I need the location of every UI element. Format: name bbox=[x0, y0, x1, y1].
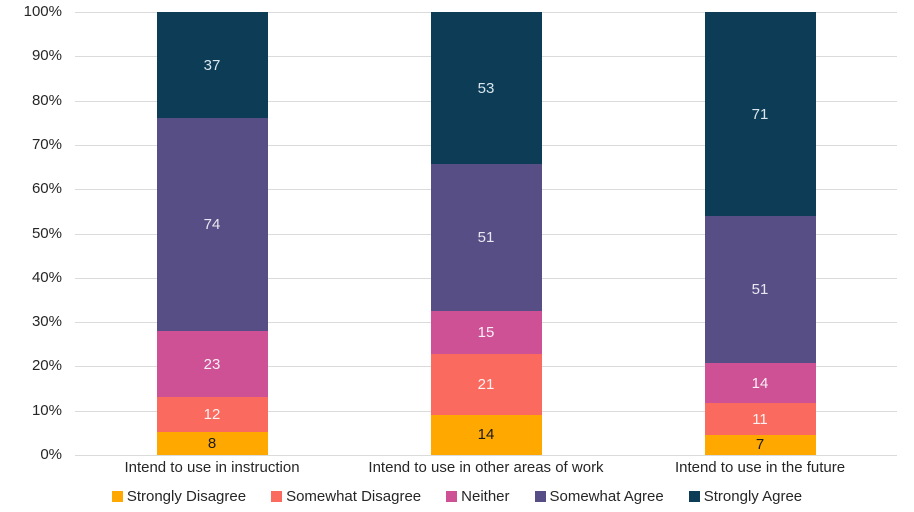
bar-segment-strongly-agree: 37 bbox=[156, 12, 268, 119]
y-axis-tick-label: 30% bbox=[31, 313, 62, 331]
y-axis-tick-label: 90% bbox=[31, 47, 62, 65]
bar-value-label: 23 bbox=[203, 355, 221, 373]
y-axis-tick-label: 100% bbox=[23, 3, 62, 20]
bar-segment-neither: 15 bbox=[430, 311, 542, 355]
plot-area: 8 12 23 74 37 14 21 15 51 53 7 11 14 51 71 bbox=[75, 12, 897, 456]
legend-swatch-icon bbox=[534, 490, 546, 502]
legend-item-somewhat-disagree: Somewhat Disagree bbox=[271, 489, 421, 504]
bar-segment-somewhat-disagree: 21 bbox=[430, 354, 542, 415]
y-axis-tick-label: 50% bbox=[31, 224, 62, 242]
bar-segment-strongly-agree: 53 bbox=[430, 12, 542, 165]
legend-swatch-icon bbox=[446, 490, 458, 502]
y-axis-tick-label: 80% bbox=[31, 91, 62, 109]
legend-swatch-icon bbox=[271, 490, 283, 502]
bar-value-label: 71 bbox=[751, 105, 769, 123]
bar-value-label: 15 bbox=[477, 324, 495, 342]
bar-segment-somewhat-agree: 74 bbox=[156, 118, 268, 332]
bar-value-label: 21 bbox=[477, 376, 495, 394]
bar-value-label: 51 bbox=[477, 229, 495, 247]
bar-segment-strongly-disagree: 8 bbox=[156, 432, 268, 455]
legend-item-somewhat-agree: Somewhat Agree bbox=[534, 487, 664, 505]
bar-value-label: 14 bbox=[477, 426, 495, 444]
gridline bbox=[75, 455, 897, 456]
bar-segment-somewhat-disagree: 11 bbox=[704, 403, 816, 435]
legend-label: Neither bbox=[461, 487, 510, 505]
legend-label: Strongly Disagree bbox=[126, 487, 247, 505]
bar-value-label: 7 bbox=[755, 436, 765, 454]
bar-segment-strongly-disagree: 14 bbox=[430, 414, 542, 455]
bar-value-label: 37 bbox=[203, 56, 221, 74]
y-axis-tick-label: 0% bbox=[40, 446, 62, 463]
y-axis-tick-label: 60% bbox=[31, 180, 62, 198]
legend-item-strongly-agree: Strongly Agree bbox=[688, 487, 803, 505]
legend-item-neither: Neither bbox=[446, 487, 510, 505]
bar-segment-neither: 14 bbox=[704, 362, 816, 404]
category-label: Intend to use in the future bbox=[674, 459, 846, 476]
y-axis-tick-label: 70% bbox=[31, 135, 62, 153]
legend-item-strongly-disagree: Strongly Disagree bbox=[111, 487, 247, 505]
legend-label: Somewhat Disagree bbox=[286, 487, 422, 505]
bar-value-label: 8 bbox=[207, 435, 217, 452]
bar-segment-somewhat-disagree: 12 bbox=[156, 397, 268, 432]
legend-label: Strongly Agree bbox=[703, 487, 803, 505]
bar-value-label: 12 bbox=[203, 406, 221, 424]
y-axis-tick-label: 20% bbox=[31, 357, 62, 375]
legend-swatch-icon bbox=[688, 490, 700, 502]
bar-value-label: 14 bbox=[751, 374, 769, 392]
bar-segment-strongly-agree: 71 bbox=[704, 12, 816, 217]
category-label: Intend to use in instruction bbox=[124, 459, 300, 476]
category-label: Intend to use in other areas of work bbox=[368, 459, 604, 476]
y-axis-tick-label: 40% bbox=[31, 268, 62, 286]
bar-segment-strongly-disagree: 7 bbox=[704, 434, 816, 455]
bar-value-label: 74 bbox=[203, 216, 221, 234]
bar-segment-somewhat-agree: 51 bbox=[430, 164, 542, 312]
bar-segment-somewhat-agree: 51 bbox=[704, 216, 816, 363]
legend-label: Somewhat Agree bbox=[549, 487, 664, 505]
bar-value-label: 11 bbox=[752, 410, 768, 428]
bar-value-label: 53 bbox=[477, 79, 495, 97]
bar-segment-neither: 23 bbox=[156, 331, 268, 398]
bar-value-label: 51 bbox=[751, 281, 769, 299]
legend: Strongly Disagree Somewhat Disagree Neithe… bbox=[0, 486, 914, 506]
y-axis-tick-label: 10% bbox=[31, 401, 62, 419]
legend-swatch-icon bbox=[111, 490, 123, 502]
